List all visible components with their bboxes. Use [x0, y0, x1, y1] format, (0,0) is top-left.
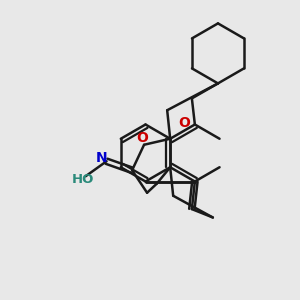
Text: O: O [178, 116, 190, 130]
Text: HO: HO [71, 173, 94, 186]
Text: O: O [136, 131, 148, 145]
Text: N: N [95, 151, 107, 165]
